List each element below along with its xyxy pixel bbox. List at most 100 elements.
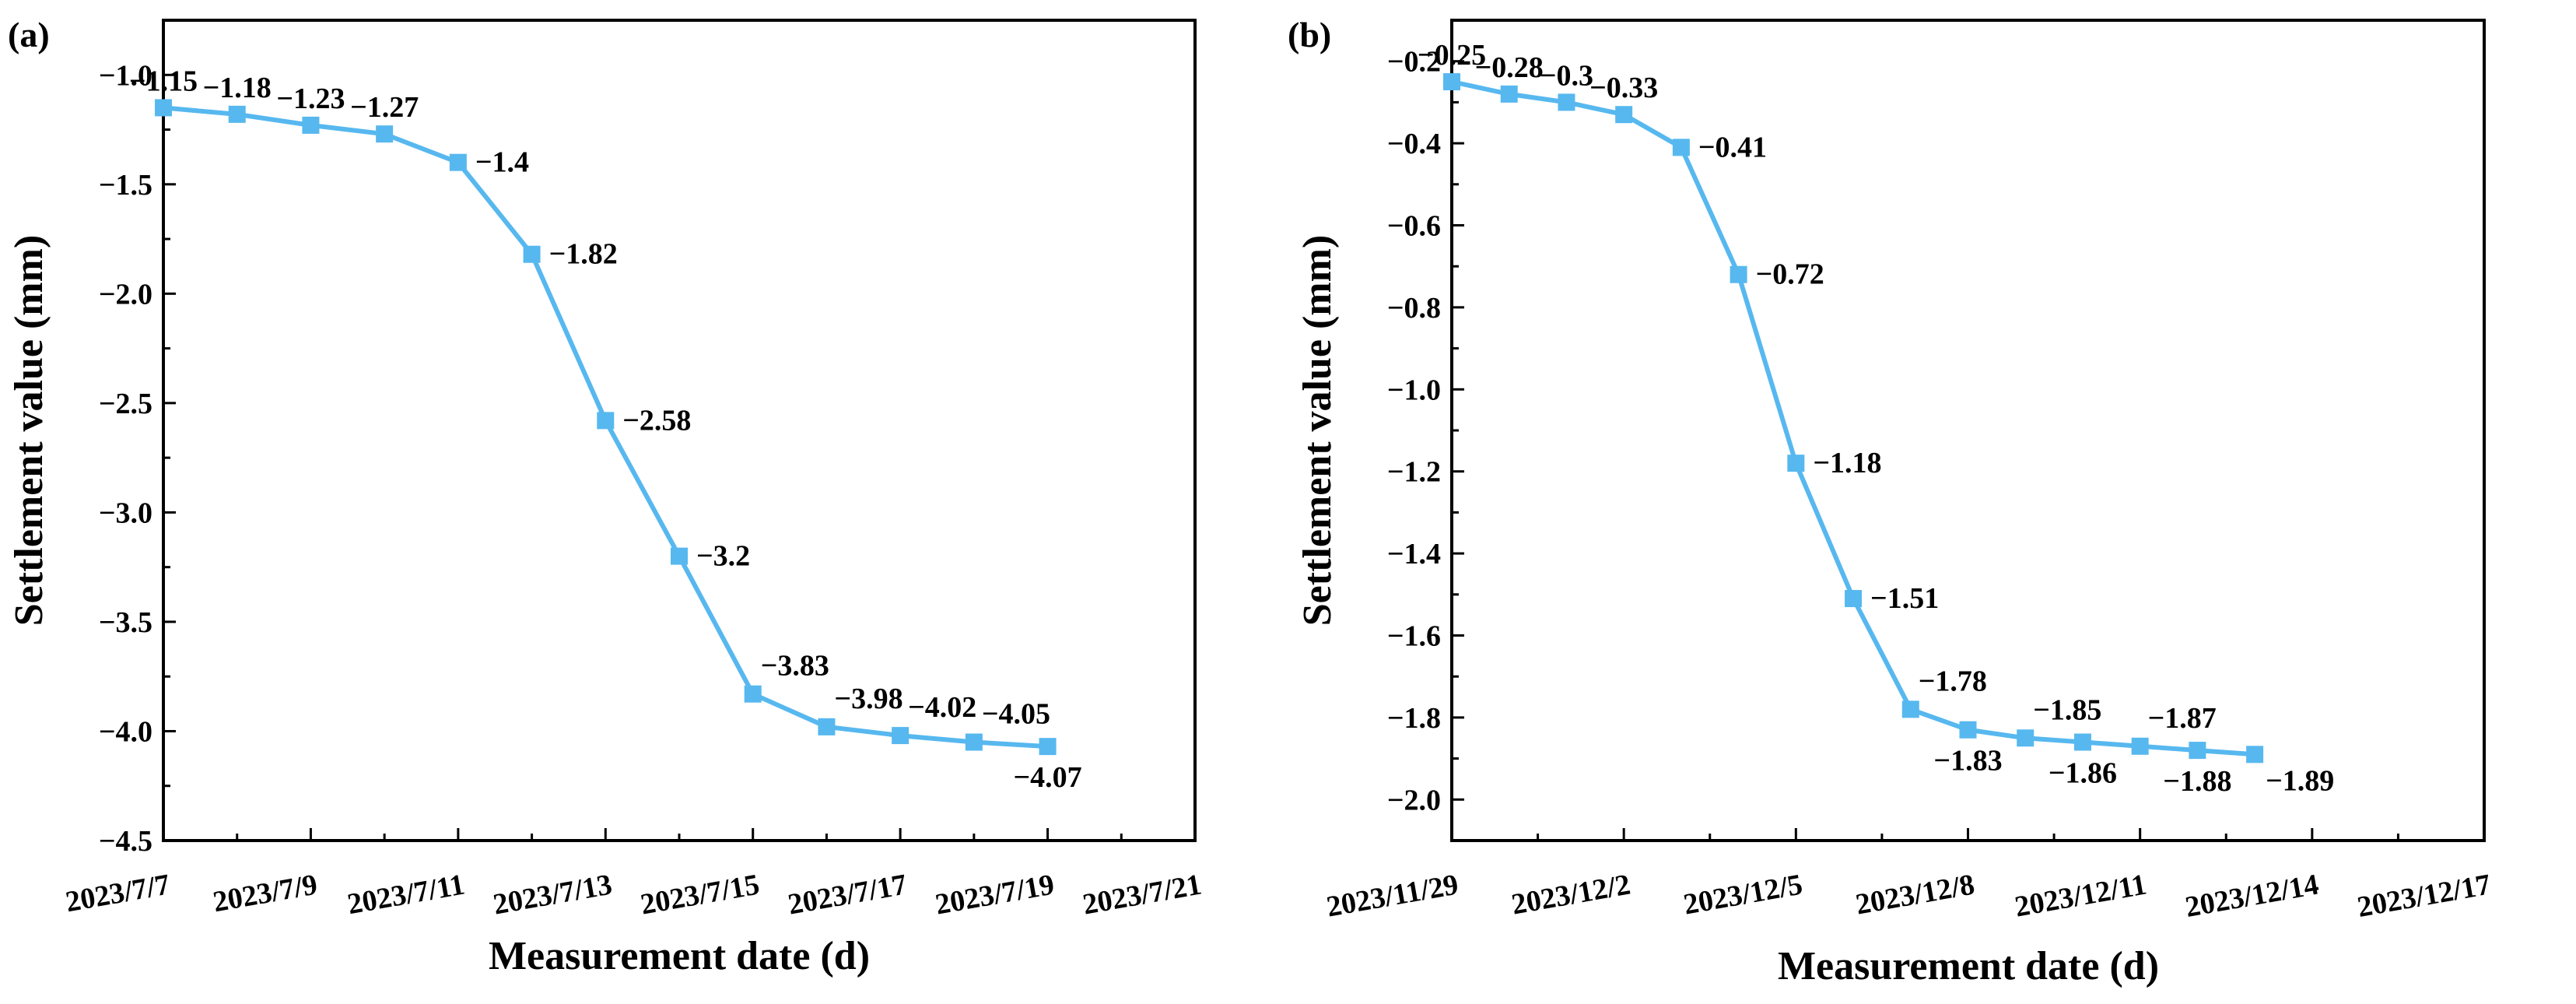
panel-b-y-axis-title: Settlement value (mm): [1295, 235, 1340, 627]
panel-b-x-tick-label: 2023/11/29: [1324, 869, 1461, 924]
panel-b-data-label: −1.83: [1933, 745, 2002, 778]
panel-b-data-label: −0.33: [1589, 72, 1658, 104]
panel-a-y-axis-title: Settlement value (mm): [7, 235, 51, 627]
panel-b-y-tick-label: −2.0: [1387, 784, 1441, 816]
panel-a-data-label: −1.15: [129, 65, 198, 97]
panel-a-markers: [155, 99, 1057, 756]
panel-b-data-label: −0.41: [1698, 131, 1767, 163]
panel-a-data-point: [671, 547, 688, 565]
panel-a-y-tick-label: −4.5: [99, 825, 152, 858]
panel-b-data-label: −0.25: [1418, 39, 1486, 72]
panel-b-data-point: [1787, 455, 1805, 472]
panel-a-label: (a): [8, 15, 50, 54]
panel-b-x-tick-label: 2023/12/5: [1681, 869, 1805, 922]
panel-a-data-point: [449, 153, 467, 171]
panel-a-data-label: −4.02: [908, 691, 976, 724]
panel-b-series-line: [1451, 79, 2255, 757]
panel-b-y-tick-label: −1.8: [1387, 702, 1441, 735]
panel-b-y-tick-label: −1.0: [1387, 374, 1441, 406]
panel-a-x-axis-title: Measurement date (d): [489, 934, 870, 978]
panel-b-data-label: −0.72: [1756, 258, 1824, 291]
panel-a-y-tick-label: −1.0: [99, 59, 152, 92]
panel-a-x-tick-label: 2023/7/9: [211, 869, 320, 919]
panel-b-plot-frame: [1450, 19, 2486, 842]
panel-b-data-label: −0.28: [1475, 51, 1544, 84]
panel-b-x-axis-title: Measurement date (d): [1778, 944, 2159, 988]
panel-b-x-tick-label: 2023/12/11: [2013, 869, 2150, 924]
panel-b-y-tick-label: −0.4: [1387, 128, 1441, 160]
panel-b-data-label: −1.87: [2148, 702, 2217, 735]
panel-b-y-tick-label: −1.2: [1387, 456, 1441, 489]
panel-a-y-tick-label: −2.5: [99, 388, 152, 420]
panel-b-data-label: −1.86: [2049, 757, 2117, 790]
panel-a-data-label: −2.58: [622, 404, 691, 437]
panel-b-data-point: [1730, 265, 1747, 283]
panel-a-data-label: −1.82: [549, 238, 618, 271]
panel-a-x-tick-label: 2023/7/7: [63, 869, 172, 919]
panel-b-data-label: −0.3: [1540, 59, 1593, 92]
panel-b-data-point: [1615, 106, 1633, 124]
panel-b-data-point: [1672, 139, 1690, 156]
panel-a-y-tick-label: −4.0: [99, 715, 152, 748]
panel-b-data-point: [1959, 721, 1977, 739]
panel-b-data-label: −1.88: [2163, 765, 2231, 798]
panel-a-y-ticks: −1.0 −1.5 −2.0 −2.5 −3.0 −3.5 −4.0 −4.5: [99, 59, 176, 858]
panel-b-data-point: [1558, 93, 1575, 111]
panel-a-data-label: −1.4: [475, 146, 529, 179]
panel-a-data-label: −4.07: [1013, 761, 1081, 794]
panel-a-y-tick-label: −3.0: [99, 497, 152, 529]
panel-a-data-point: [1039, 738, 1057, 756]
panel-b-y-tick-label: −1.4: [1387, 538, 1441, 570]
panel-b-y-ticks: −0.2 −0.4 −0.6 −0.8 −1.0 −1.2 −1.4 −1.6 −1.8 −2.0: [1387, 46, 1464, 816]
panel-b-data-label: −1.89: [2266, 764, 2334, 797]
panel-a-x-tick-label: 2023/7/19: [933, 869, 1057, 922]
panel-b-data-labels: −0.25−0.28−0.3−0.33 −0.41 −0.72 −1.18 −1.51 −…: [1418, 39, 2334, 798]
panel-a-data-point: [965, 733, 983, 751]
panel-b-data-point: [2189, 742, 2206, 760]
panel-b-data-point: [2246, 746, 2264, 764]
panel-b-x-ticks: 2023/11/29 2023/12/2 2023/12/5 2023/12/8 202…: [1324, 828, 2494, 924]
panel-a-data-point: [818, 718, 836, 735]
panel-a-y-tick-label: −3.5: [99, 606, 152, 639]
panel-b-data-point: [2131, 737, 2149, 755]
panel-b-y-tick-label: −0.8: [1387, 292, 1441, 325]
panel-a-data-label: −4.05: [982, 698, 1050, 731]
panel-a-data-point: [155, 99, 172, 117]
panel-b-x-tick-label: 2023/12/17: [2355, 869, 2494, 924]
panel-a-data-point: [228, 105, 246, 123]
panel-a-data-label: −3.83: [761, 650, 829, 683]
panel-a-data-point: [302, 116, 320, 134]
panel-a-x-tick-label: 2023/7/11: [345, 869, 467, 922]
panel-a-data-label: −1.18: [203, 72, 272, 104]
panel-b-data-point: [1845, 590, 1863, 608]
panel-b-x-tick-label: 2023/12/2: [1509, 869, 1633, 922]
chart-panel-b: (b) −0.2 −0.4 −0.6 −0.8 −1.0 −1.2 −1.4 −1.6 −1.8…: [1288, 15, 2494, 988]
panel-a-data-point: [744, 685, 762, 703]
panel-a-y-tick-label: −2.0: [99, 278, 152, 311]
panel-b-data-label: −1.85: [2033, 693, 2101, 726]
panel-b-data-label: −1.51: [1870, 582, 1939, 615]
panel-a-data-label: −1.23: [276, 82, 345, 115]
panel-b-markers: [1443, 73, 2264, 764]
panel-b-x-tick-label: 2023/12/14: [2183, 869, 2322, 924]
panel-a-data-point: [523, 245, 541, 263]
panel-a-data-label: −1.27: [350, 91, 419, 124]
panel-b-data-label: −1.78: [1919, 665, 1987, 697]
panel-b-data-label: −1.18: [1813, 447, 1881, 479]
panel-b-data-point: [1443, 73, 1460, 91]
panel-b-x-tick-label: 2023/12/8: [1853, 869, 1977, 922]
panel-b-data-point: [1500, 85, 1518, 103]
panel-a-data-point: [597, 412, 615, 430]
panel-b-data-point: [2073, 733, 2091, 751]
panel-a-x-tick-label: 2023/7/17: [786, 869, 909, 922]
panel-a-data-point: [892, 727, 909, 745]
panel-b-y-tick-label: −1.6: [1387, 620, 1441, 653]
panel-a-x-tick-label: 2023/7/21: [1080, 869, 1204, 922]
panel-b-data-point: [1901, 700, 1919, 718]
panel-a-x-tick-label: 2023/7/13: [491, 869, 615, 922]
panel-b-y-tick-label: −0.6: [1387, 210, 1441, 243]
panel-b-y-tick-label: −0.2: [1387, 46, 1441, 79]
panel-a-data-label: −3.2: [696, 540, 750, 573]
panel-a-x-tick-label: 2023/7/15: [638, 869, 762, 922]
